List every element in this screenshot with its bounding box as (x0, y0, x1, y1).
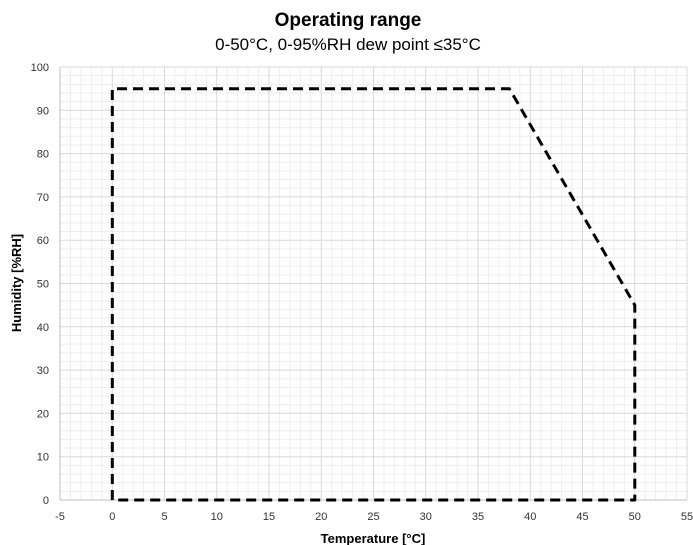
x-tick-label: 55 (681, 511, 693, 523)
y-tick-label: 40 (37, 322, 49, 334)
x-tick-label: 35 (472, 511, 484, 523)
y-tick-label: 90 (37, 105, 49, 117)
major-gridlines (59, 66, 688, 501)
operating-range-boundary-line (110, 87, 637, 502)
x-tick-label: 10 (211, 511, 223, 523)
x-tick-label: -5 (55, 511, 65, 523)
y-tick-label: 60 (37, 235, 49, 247)
x-tick-labels: -5 0 5 10 15 20 25 30 35 40 45 50 55 (55, 511, 693, 523)
y-tick-label: 70 (37, 192, 49, 204)
y-tick-label: 0 (43, 495, 49, 507)
x-tick-label: 50 (629, 511, 641, 523)
y-tick-label: 100 (31, 62, 49, 74)
x-tick-label: 30 (420, 511, 432, 523)
x-tick-label: 20 (315, 511, 327, 523)
y-tick-label: 80 (37, 149, 49, 161)
x-tick-label: 5 (161, 511, 167, 523)
series-group (110, 87, 637, 502)
x-tick-label: 0 (109, 511, 115, 523)
x-tick-label: 25 (367, 511, 379, 523)
chart-subtitle: 0-50°C, 0-95%RH dew point ≤35°C (215, 35, 481, 54)
y-axis-title: Humidity [%RH] (9, 234, 24, 332)
y-tick-label: 50 (37, 279, 49, 291)
x-tick-label: 45 (576, 511, 588, 523)
y-tick-label: 20 (37, 408, 49, 420)
x-axis-title: Temperature [°C] (321, 531, 426, 545)
y-tick-label: 30 (37, 365, 49, 377)
x-tick-label: 15 (263, 511, 275, 523)
x-tick-label: 40 (524, 511, 536, 523)
y-tick-labels: 0 10 20 30 40 50 60 70 80 90 100 (31, 62, 49, 507)
chart-title: Operating range (275, 10, 422, 31)
y-tick-label: 10 (37, 452, 49, 464)
